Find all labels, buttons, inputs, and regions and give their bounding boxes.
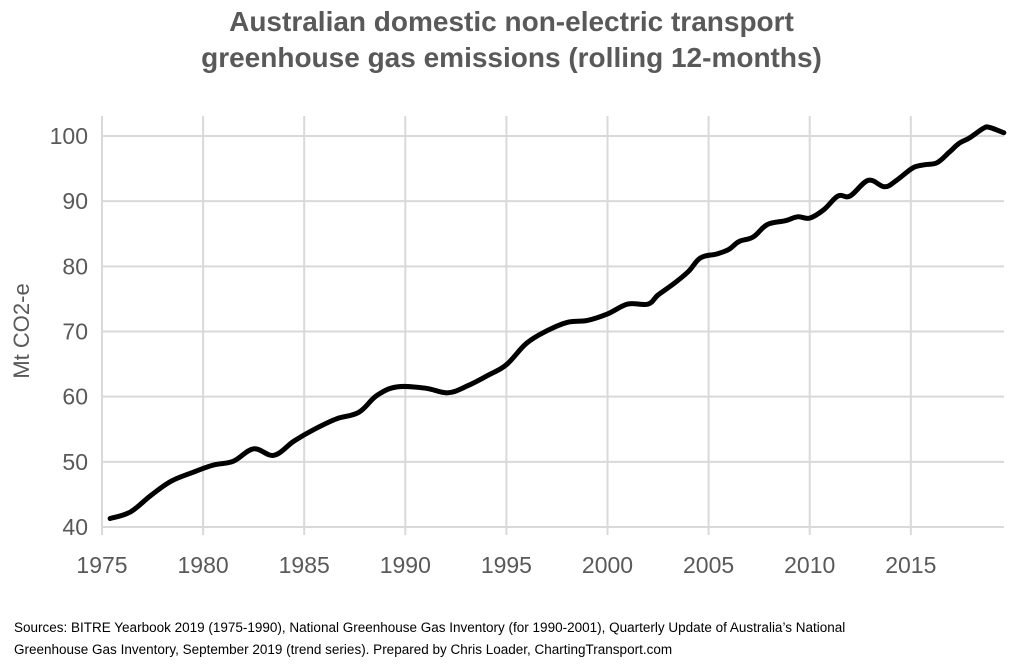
x-tick-label: 2010 [784, 552, 835, 578]
x-tick-label: 2000 [582, 552, 633, 578]
sources-line-2: Greenhouse Gas Inventory, September 2019… [14, 642, 673, 657]
y-tick-label: 100 [50, 123, 88, 149]
y-tick-label: 40 [62, 514, 88, 540]
series-group [107, 124, 1007, 521]
series-line-emissions [107, 124, 1007, 521]
x-tick-label: 1990 [380, 552, 431, 578]
x-tick-labels: 1975 1980 1985 1990 1995 2000 2005 2010 2015 [76, 552, 936, 578]
y-tick-label: 70 [62, 319, 88, 345]
x-tick-label: 1985 [279, 552, 330, 578]
x-tick-label: 2015 [885, 552, 936, 578]
y-axis-label: Mt CO2-e [9, 283, 34, 378]
y-tick-labels: 40 50 60 70 80 90 100 [50, 123, 88, 540]
y-tick-label: 50 [62, 449, 88, 475]
x-tick-label: 2005 [683, 552, 734, 578]
y-tick-label: 60 [62, 384, 88, 410]
y-tick-label: 90 [62, 188, 88, 214]
y-tick-label: 80 [62, 253, 88, 279]
sources-line-1: Sources: BITRE Yearbook 2019 (1975-1990)… [14, 620, 846, 635]
x-tick-label: 1980 [178, 552, 229, 578]
x-gridlines [101, 116, 912, 535]
chart-title-line-2: greenhouse gas emissions (rolling 12-mon… [201, 42, 822, 73]
x-tick-label: 1995 [481, 552, 532, 578]
chart-title: Australian domestic non-electric transpo… [0, 4, 1023, 76]
chart-title-line-1: Australian domestic non-electric transpo… [229, 6, 794, 37]
sources-note: Sources: BITRE Yearbook 2019 (1975-1990)… [14, 617, 1014, 661]
x-tick-label: 1975 [76, 552, 127, 578]
y-gridlines [102, 135, 1004, 528]
